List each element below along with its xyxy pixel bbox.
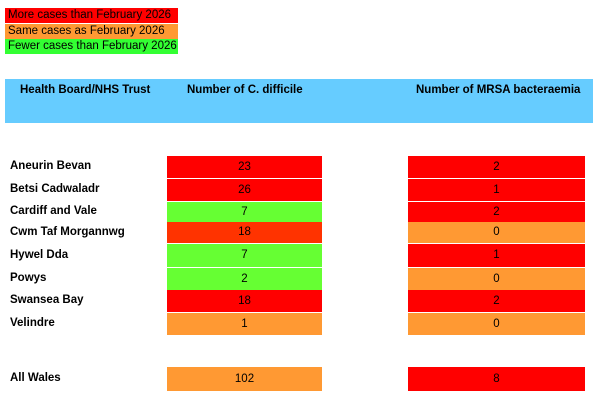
cdifficile-cell: 23	[167, 156, 322, 178]
legend-same-cases: Same cases as February 2026	[5, 24, 178, 39]
mrsa-cell: 2	[408, 202, 585, 222]
cdifficile-cell: 1	[167, 313, 322, 335]
total-mrsa-cell: 8	[408, 367, 585, 391]
row-label: Swansea Bay	[10, 294, 84, 306]
row-label: Powys	[10, 272, 47, 284]
header-cdifficile: Number of C. difficile	[187, 84, 303, 96]
mrsa-cell: 0	[408, 222, 585, 243]
mrsa-cell: 2	[408, 290, 585, 312]
mrsa-cell: 1	[408, 179, 585, 201]
total-row-label: All Wales	[10, 372, 61, 384]
row-label: Hywel Dda	[10, 248, 69, 261]
mrsa-cell: 2	[408, 156, 585, 178]
header-mrsa: Number of MRSA bacteraemia	[416, 84, 581, 96]
cdifficile-cell: 26	[167, 179, 322, 201]
cdifficile-cell: 7	[167, 202, 322, 222]
table-header-band	[5, 79, 593, 123]
mrsa-cell: 1	[408, 244, 585, 267]
mrsa-cell: 0	[408, 268, 585, 290]
header-health-board: Health Board/NHS Trust	[20, 84, 151, 96]
row-label: Cwm Taf Morgannwg	[10, 225, 125, 238]
cdifficile-cell: 7	[167, 244, 322, 267]
cdifficile-cell: 18	[167, 222, 322, 243]
row-label: Cardiff and Vale	[10, 205, 97, 217]
cdifficile-cell: 18	[167, 290, 322, 312]
mrsa-cell: 0	[408, 313, 585, 335]
cdifficile-cell: 2	[167, 268, 322, 290]
legend-more-cases: More cases than February 2026	[5, 8, 178, 23]
legend-fewer-cases: Fewer cases than February 2026	[5, 39, 178, 54]
row-label: Betsi Cadwaladr	[10, 183, 100, 195]
row-label: Aneurin Bevan	[10, 160, 92, 172]
total-cdifficile-cell: 102	[167, 367, 322, 391]
row-label: Velindre	[10, 317, 55, 329]
